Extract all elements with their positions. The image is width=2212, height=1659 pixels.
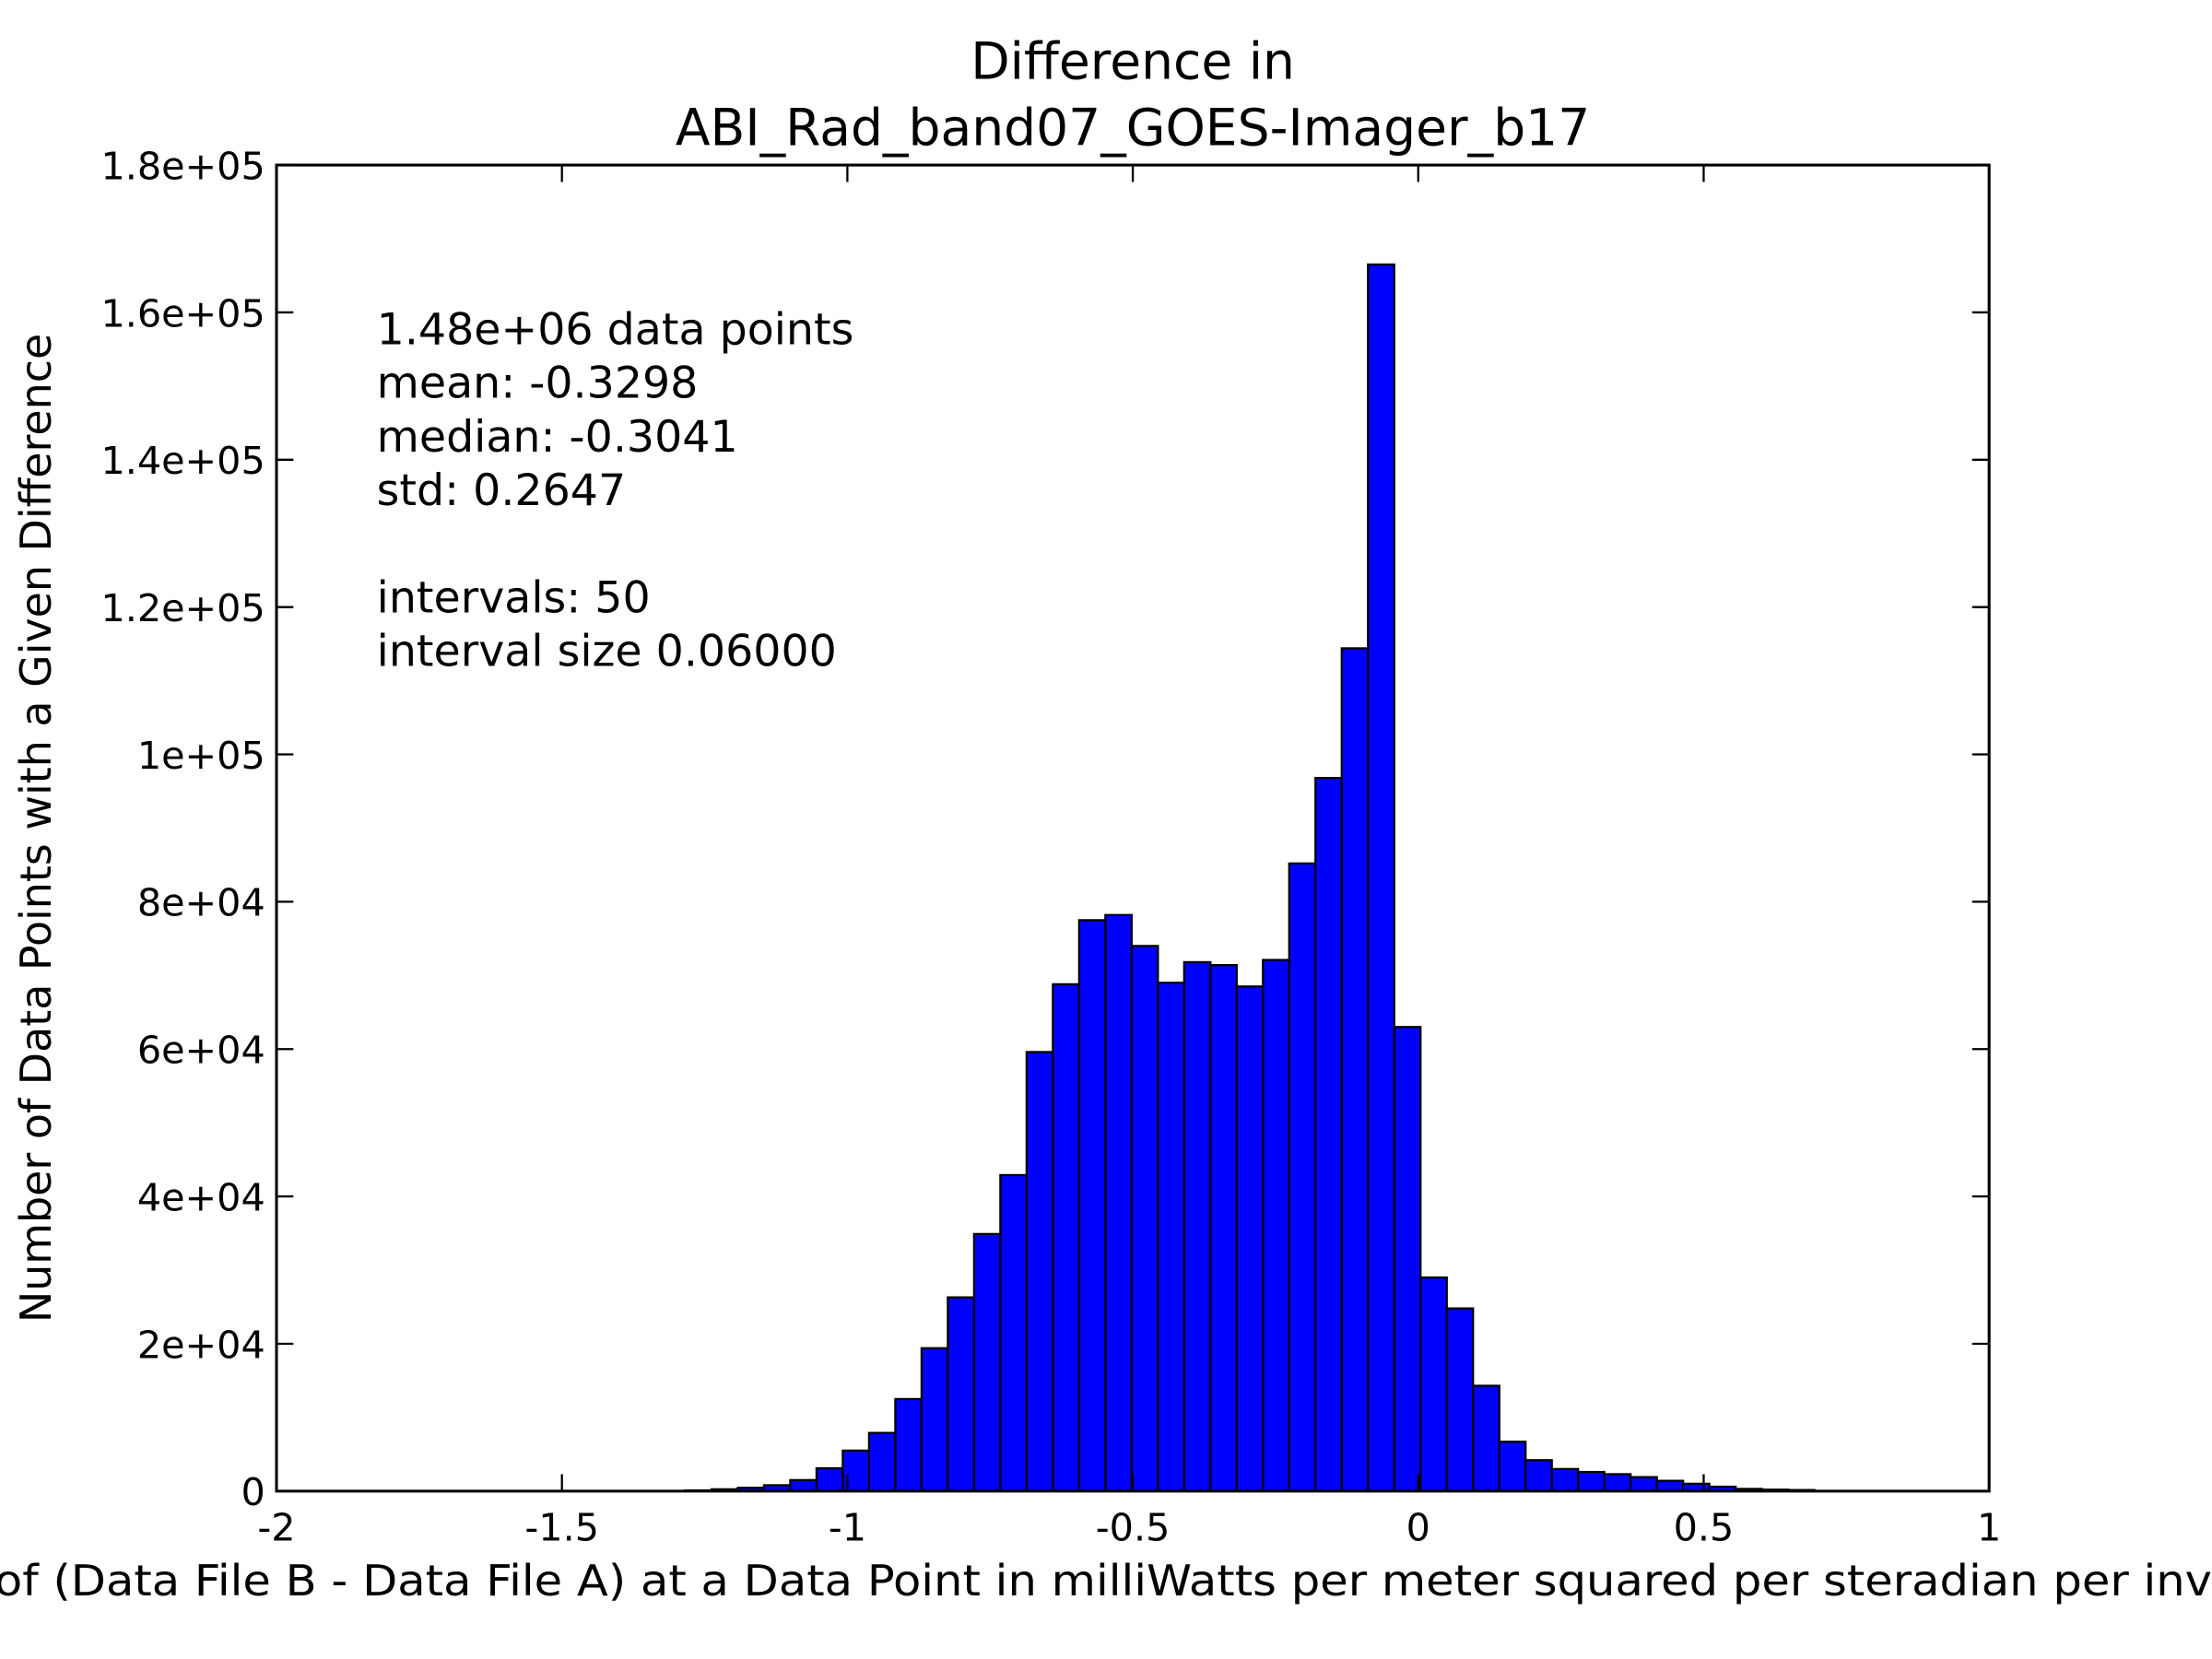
x-tick-label: 1: [1977, 1505, 2001, 1549]
annotation: mean: -0.3298: [377, 359, 699, 409]
x-axis-label: of (Data File B - Data File A) at a Data…: [0, 1556, 2212, 1606]
histogram-bar: [1288, 862, 1317, 1493]
y-axis-label: Number of Data Points with a Given Diffe…: [11, 334, 61, 1323]
y-tick-label: 8e+04: [137, 881, 265, 925]
annotation: intervals: 50: [377, 572, 651, 623]
histogram-bar: [920, 1347, 949, 1493]
y-tick-label: 1.8e+05: [100, 144, 265, 188]
histogram-bar: [894, 1397, 924, 1493]
histogram-bar: [1052, 982, 1081, 1493]
histogram-bar: [947, 1296, 976, 1493]
histogram-bar: [1498, 1441, 1527, 1493]
histogram-bar: [1130, 945, 1159, 1493]
histogram-bar: [867, 1431, 897, 1493]
y-tick-label: 1.6e+05: [100, 291, 265, 335]
histogram-bar: [1445, 1307, 1475, 1493]
y-tick-label: 4e+04: [137, 1175, 265, 1219]
histogram-bar: [1367, 263, 1395, 1493]
x-tick-label: -1.5: [524, 1505, 599, 1549]
histogram-bar: [1209, 963, 1238, 1493]
y-tick-label: 6e+04: [137, 1029, 265, 1073]
x-tick-label: -1: [829, 1505, 866, 1549]
annotation: interval size 0.06000: [377, 626, 837, 677]
annotation: std: 0.2647: [377, 465, 626, 516]
histogram-bar: [1025, 1051, 1054, 1493]
histogram-bar: [1314, 776, 1343, 1493]
histogram-bar: [1182, 960, 1212, 1493]
y-tick-label: 1.2e+05: [100, 586, 265, 630]
histogram-bar: [1630, 1476, 1658, 1493]
histogram-bar: [1577, 1470, 1606, 1493]
histogram-bar: [1077, 919, 1107, 1493]
annotation: 1.48e+06 data points: [377, 304, 854, 355]
histogram-bar: [999, 1173, 1029, 1493]
histogram-bar: [1524, 1459, 1553, 1493]
x-tick-label: -0.5: [1096, 1505, 1171, 1549]
chart-title: ABI_Rad_band07_GOES-Imager_b17: [676, 99, 1590, 158]
histogram-bar: [1550, 1467, 1580, 1493]
histogram-bar: [1157, 982, 1185, 1493]
histogram-bar: [972, 1232, 1002, 1493]
histogram-bar: [1340, 647, 1370, 1493]
y-tick-label: 2e+04: [137, 1323, 265, 1367]
x-tick-label: 0: [1406, 1505, 1430, 1549]
x-tick-label: 0.5: [1674, 1505, 1735, 1549]
histogram-bar: [1655, 1479, 1685, 1493]
annotation: median: -0.3041: [377, 412, 738, 463]
chart-title: Difference in: [971, 32, 1295, 91]
histogram-bar: [815, 1466, 844, 1493]
histogram-bar: [1393, 1026, 1422, 1493]
y-tick-label: 0: [241, 1470, 265, 1514]
histogram-bar: [1419, 1276, 1448, 1493]
x-tick-label: -2: [257, 1505, 295, 1549]
histogram-bar: [1104, 913, 1133, 1493]
histogram-bar: [1235, 985, 1265, 1493]
y-tick-label: 1e+05: [137, 734, 265, 778]
y-tick-label: 1.4e+05: [100, 439, 265, 483]
histogram-bar: [1472, 1384, 1500, 1493]
histogram-bar: [1603, 1473, 1632, 1493]
histogram-bar: [1262, 959, 1290, 1493]
histogram-bar: [789, 1478, 818, 1493]
